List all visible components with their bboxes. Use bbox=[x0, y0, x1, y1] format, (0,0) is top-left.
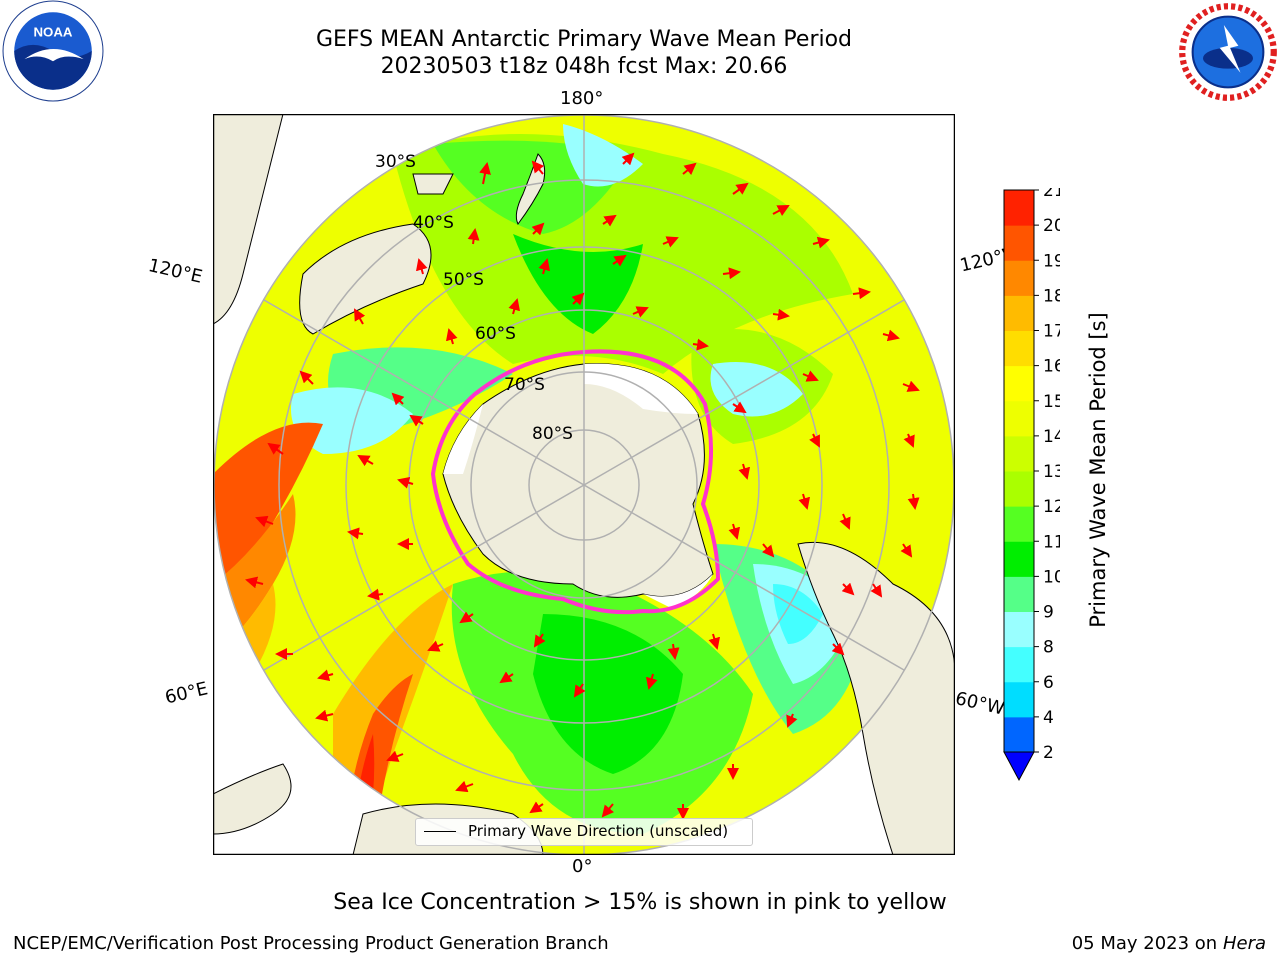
colorbar-bin bbox=[1004, 471, 1034, 507]
legend-label: Primary Wave Direction (unscaled) bbox=[468, 822, 729, 840]
colorbar-bin bbox=[1004, 435, 1034, 472]
latitude-label-70s: 70°S bbox=[504, 375, 545, 395]
map-title: GEFS MEAN Antarctic Primary Wave Mean Pe… bbox=[315, 27, 853, 52]
latitude-label-40s: 40°S bbox=[413, 213, 454, 233]
colorbar-bin bbox=[1004, 190, 1034, 226]
colorbar-tick-label: 15 bbox=[1043, 392, 1060, 412]
colorbar-tick-label: 12 bbox=[1043, 497, 1060, 517]
latitude-label-80s: 80°S bbox=[532, 424, 573, 444]
colorbar-bin bbox=[1004, 681, 1034, 718]
latitude-label-30s: 30°S bbox=[375, 152, 416, 172]
colorbar-tick-label: 20 bbox=[1043, 216, 1060, 236]
colorbar-bin bbox=[1004, 330, 1034, 367]
sea-ice-edge bbox=[430, 349, 721, 615]
longitude-label-60w: 60°W bbox=[953, 688, 1007, 720]
colorbar: 2 4 6 8 9 10 11 12 13 14 15 16 17 18 19 20 21 bbox=[1003, 188, 1060, 782]
colorbar-bin bbox=[1004, 400, 1034, 437]
colorbar-tick-label: 11 bbox=[1043, 532, 1060, 552]
colorbar-bin bbox=[1004, 506, 1034, 542]
longitude-label-0: 0° bbox=[572, 856, 593, 877]
map-panel bbox=[213, 114, 955, 855]
colorbar-bin bbox=[1004, 541, 1034, 577]
noaa-logo-icon: NOAA bbox=[2, 0, 104, 102]
colorbar-bin bbox=[1004, 646, 1034, 683]
colorbar-tick-label: 14 bbox=[1043, 427, 1060, 447]
latitude-label-50s: 50°S bbox=[443, 270, 484, 290]
colorbar-bin bbox=[1004, 611, 1034, 648]
colorbar-bin bbox=[1004, 716, 1034, 753]
legend-line-swatch bbox=[424, 831, 456, 832]
machine-name: Hera bbox=[1222, 933, 1266, 954]
colorbar-tick-label: 21 bbox=[1043, 188, 1060, 201]
colorbar-tick-label: 9 bbox=[1043, 603, 1054, 623]
colorbar-tick-label: 19 bbox=[1043, 251, 1060, 271]
longitude-label-60e: 60°E bbox=[163, 678, 210, 709]
colorbar-tick-label: 6 bbox=[1043, 673, 1054, 693]
colorbar-tick-label: 16 bbox=[1043, 357, 1060, 377]
colorbar-tick-label: 10 bbox=[1043, 567, 1060, 587]
noaa-logo-text: NOAA bbox=[33, 25, 72, 40]
colorbar-label: Primary Wave Mean Period [s] bbox=[1086, 312, 1110, 628]
colorbar-tick-label: 4 bbox=[1043, 708, 1054, 728]
colorbar-bin bbox=[1004, 576, 1034, 612]
colorbar-tick-label: 17 bbox=[1043, 322, 1060, 342]
colorbar-bin bbox=[1004, 260, 1034, 296]
wave-direction-arrows bbox=[245, 152, 920, 820]
sea-ice-note: Sea Ice Concentration > 15% is shown in … bbox=[333, 890, 947, 915]
map-subtitle: 20230503 t18z 048h fcst Max: 20.66 bbox=[380, 54, 788, 79]
nws-logo-icon bbox=[1178, 2, 1278, 102]
colorbar-tick-label: 13 bbox=[1043, 462, 1060, 482]
colorbar-bin bbox=[1004, 365, 1034, 402]
date-text: 05 May 2023 on bbox=[1071, 933, 1218, 954]
longitude-label-180: 180° bbox=[560, 88, 604, 109]
longitude-label-120e: 120°E bbox=[146, 255, 205, 288]
colorbar-tick-label: 8 bbox=[1043, 638, 1054, 658]
colorbar-tick-label: 2 bbox=[1043, 743, 1054, 763]
colorbar-extend-min bbox=[1003, 751, 1035, 782]
colorbar-tick-label: 18 bbox=[1043, 286, 1060, 306]
credit-line: NCEP/EMC/Verification Post Processing Pr… bbox=[13, 933, 609, 954]
latitude-label-60s: 60°S bbox=[475, 324, 516, 344]
colorbar-bin bbox=[1004, 295, 1034, 331]
date-line: 05 May 2023 on Hera bbox=[1072, 933, 1266, 954]
colorbar-bin bbox=[1004, 225, 1034, 261]
map-legend: Primary Wave Direction (unscaled) bbox=[415, 818, 753, 846]
